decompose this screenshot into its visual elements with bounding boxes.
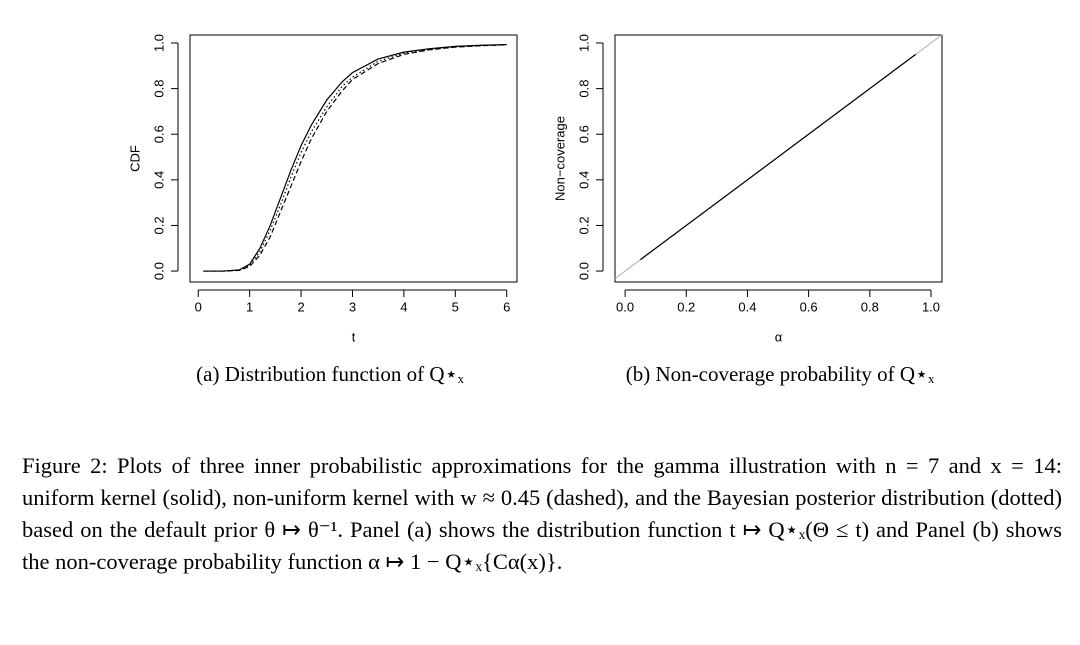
y-tick-label: 0.6	[151, 125, 166, 143]
x-tick-label: 4	[400, 299, 407, 314]
curve	[203, 44, 507, 272]
y-tick-label: 0.0	[151, 262, 166, 280]
y-tick-label: 0.0	[576, 262, 591, 280]
y-tick-label: 0.4	[151, 171, 166, 189]
plot-frame	[614, 34, 943, 283]
curve	[203, 43, 507, 272]
x-axis-label: t	[352, 329, 356, 344]
y-tick-label: 0.8	[576, 80, 591, 98]
caption: Figure 2: Plots of three inner probabili…	[22, 453, 1062, 574]
subcaption: (b) Non-coverage probability of Q⋆ₓ	[625, 362, 935, 386]
x-tick-label: 0.2	[677, 299, 695, 314]
x-tick-label: 6	[503, 299, 510, 314]
y-tick-label: 0.4	[576, 171, 591, 189]
y-axis-label: Non−coverage	[552, 116, 567, 201]
plot-frame	[189, 34, 518, 283]
y-tick-label: 1.0	[151, 34, 166, 52]
x-tick-label: 0	[195, 299, 202, 314]
figure: 0 1 2 3 4 5 6 0.0 0.2 0.4 0.6 0.8 1.0 t CDF 0.0 0.2 0.4 0.…	[127, 34, 943, 344]
x-tick-label: 1.0	[922, 299, 940, 314]
x-tick-label: 0.8	[861, 299, 879, 314]
x-tick-label: 0.4	[738, 299, 756, 314]
y-tick-label: 0.6	[576, 125, 591, 143]
curve	[640, 53, 917, 261]
y-tick-label: 1.0	[576, 34, 591, 52]
y-tick-label: 0.8	[151, 80, 166, 98]
x-tick-label: 2	[297, 299, 304, 314]
x-tick-label: 0.0	[616, 299, 634, 314]
x-tick-label: 3	[349, 299, 356, 314]
x-axis-label: α	[775, 329, 783, 344]
x-tick-label: 0.6	[800, 299, 818, 314]
y-tick-label: 0.2	[151, 216, 166, 234]
x-tick-label: 5	[452, 299, 459, 314]
x-tick-label: 1	[246, 299, 253, 314]
y-tick-label: 0.2	[576, 216, 591, 234]
curve	[203, 44, 507, 272]
y-axis-label: CDF	[127, 145, 142, 172]
subcaption: (a) Distribution function of Q⋆ₓ	[196, 362, 464, 386]
